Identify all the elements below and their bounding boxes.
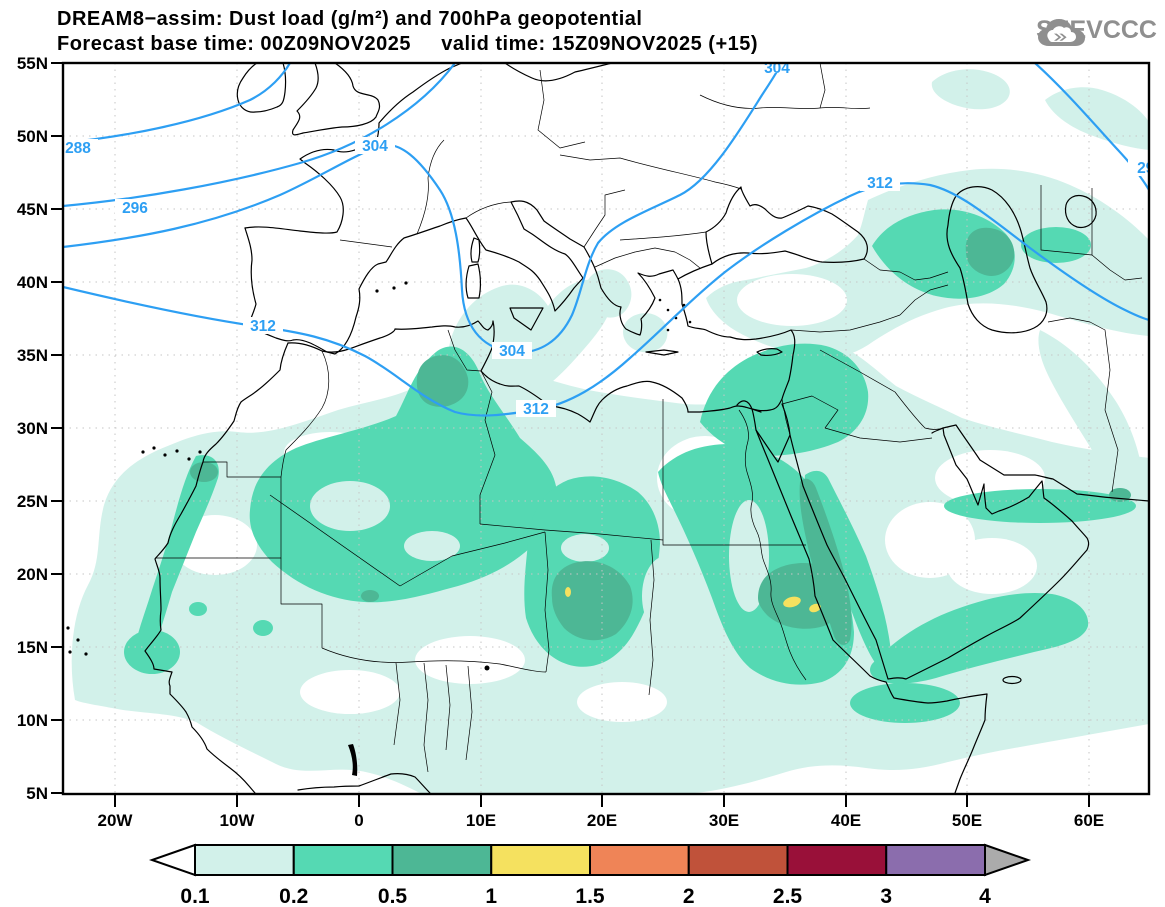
- dust-core-algeria: [416, 355, 469, 407]
- dust-patch-tyrrhenian: [448, 279, 612, 398]
- coastlines: [66, 63, 1149, 794]
- colorbar-label: 4: [979, 885, 991, 907]
- contour-labels: 288 296 304 304 312 296 312 304 312: [63, 60, 1163, 418]
- colorbar-label: 0.1: [180, 885, 210, 907]
- contour-label-304-med: 304: [499, 343, 525, 360]
- contour-304: [63, 63, 784, 354]
- chart-title: DREAM8−assim: Dust load (g/m²) and 700hP…: [57, 8, 643, 30]
- dust-core-chad: [551, 561, 633, 641]
- x-tick-label: 60E: [1074, 811, 1104, 830]
- y-tick-label: 25N: [17, 492, 48, 511]
- contour-label-304-top: 304: [764, 60, 790, 77]
- x-tick-label: 20W: [98, 811, 134, 830]
- contour-label-312-libya: 312: [523, 401, 549, 418]
- dust-lighter-holes: [310, 481, 769, 636]
- dust-fill-level3: [190, 227, 1131, 645]
- contour-label-304-france: 304: [362, 138, 388, 155]
- colorbar-seg-2: [292, 844, 394, 876]
- y-tick-label: 40N: [17, 273, 48, 292]
- geopotential-contours: [63, 63, 1149, 417]
- colorbar-label: 0.5: [378, 885, 408, 907]
- colorbar-label: 3: [880, 885, 892, 907]
- colorbar-under-arrow: [148, 843, 196, 877]
- colorbar-over-arrow: [984, 843, 1032, 877]
- dust-fill-level4: [565, 587, 821, 613]
- colorbar-label: 2: [683, 885, 695, 907]
- y-tick-label: 5N: [26, 784, 48, 803]
- seevccc-logo: SEEVCCC: [1036, 16, 1157, 46]
- chart-subtitle: Forecast base time: 00Z09NOV2025 valid t…: [57, 33, 759, 55]
- x-tick-label: 50E: [952, 811, 982, 830]
- x-tick-label: 10W: [220, 811, 256, 830]
- dust-patch-egypt-levant: [700, 343, 869, 456]
- colorbar-seg-5: [589, 844, 690, 876]
- y-tick-label: 15N: [17, 638, 48, 657]
- contour-296-ne: [1033, 63, 1149, 192]
- colorbar-seg-8: [885, 844, 986, 876]
- contour-label-296-clipped: 296: [1137, 160, 1163, 177]
- colorbar-seg-7: [786, 844, 888, 876]
- y-tick-label: 50N: [17, 127, 48, 146]
- colorbar: 0.1 0.2 0.5 1 1.5 2 2.5 3 4: [148, 843, 1032, 907]
- colorbar-label: 2.5: [773, 885, 803, 907]
- colorbar-label: 0.2: [279, 885, 308, 907]
- dust-patch-yemen-oman: [870, 592, 1089, 684]
- contour-label-288: 288: [65, 140, 91, 157]
- x-tick-label: 0: [354, 811, 363, 830]
- cloud-icon: [1038, 19, 1086, 46]
- y-tick-label: 20N: [17, 565, 48, 584]
- contour-label-296: 296: [122, 200, 148, 217]
- x-tick-label: 10E: [466, 811, 496, 830]
- x-axis-labels: 20W 10W 0 10E 20E 30E 40E 50E 60E: [98, 811, 1105, 830]
- y-tick-label: 45N: [17, 200, 48, 219]
- x-tick-label: 20E: [587, 811, 617, 830]
- contour-312: [63, 182, 1149, 417]
- y-tick-label: 55N: [17, 54, 48, 73]
- dust-max-chad: [565, 587, 571, 597]
- colorbar-seg-6: [687, 844, 789, 876]
- colorbar-label: 1.5: [575, 885, 605, 907]
- dust-max-sudan-2: [809, 603, 821, 613]
- y-tick-label: 10N: [17, 711, 48, 730]
- colorbar-seg-3: [391, 844, 493, 876]
- x-tick-label: 30E: [709, 811, 739, 830]
- colorbar-seg-4: [490, 844, 591, 876]
- dust-max-sudan-1: [783, 596, 801, 608]
- country-borders: [155, 63, 1143, 773]
- colorbar-label: 1: [485, 885, 497, 907]
- y-tick-label: 35N: [17, 346, 48, 365]
- contour-288: [63, 63, 292, 145]
- x-tick-label: 40E: [831, 811, 861, 830]
- axis-ticks: [51, 62, 1090, 807]
- y-tick-label: 30N: [17, 419, 48, 438]
- colorbar-seg-1: [194, 844, 295, 876]
- dust-patch-sahara: [249, 346, 557, 603]
- y-axis-labels: 55N 50N 45N 40N 35N 30N 25N 20N 15N 10N …: [17, 54, 48, 803]
- contour-label-312-blacksea: 312: [867, 175, 893, 192]
- contour-296: [63, 63, 457, 208]
- contour-label-312-gibraltar: 312: [250, 318, 276, 335]
